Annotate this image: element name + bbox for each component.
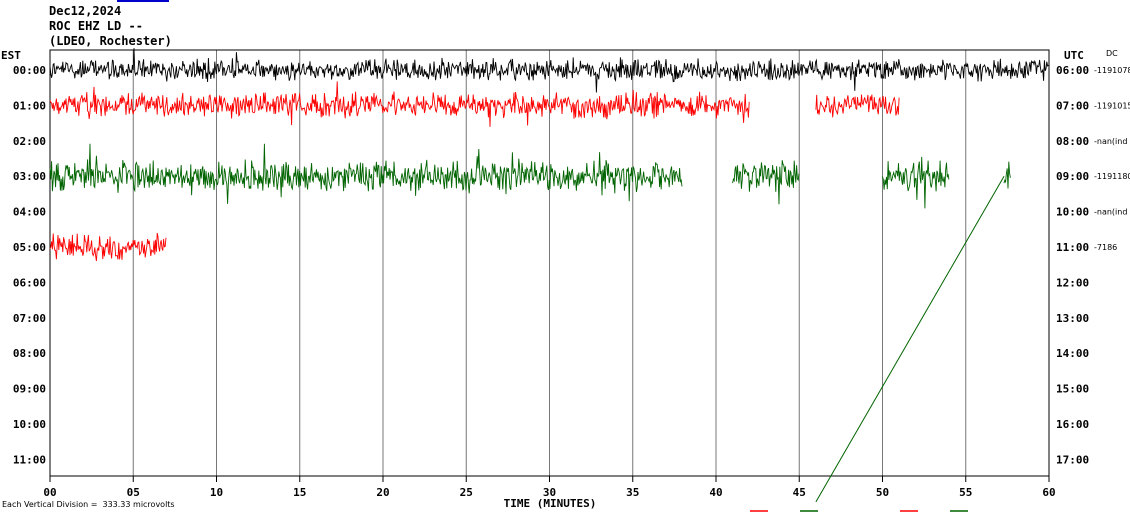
dc-offset-value: -1191180 [1094,172,1130,181]
utc-hour-label: 16:00 [1056,418,1089,431]
minute-tick-labels: 00 05 10 15 20 25 30 35 40 45 50 55 60 [43,476,1056,499]
station-network: (LDEO, Rochester) [49,34,172,48]
x-tick-label: 20 [376,486,389,499]
title-underline [117,0,169,2]
x-tick-label: 30 [543,486,556,499]
utc-hour-label: 13:00 [1056,312,1089,325]
est-hour-label: 07:00 [13,312,46,325]
est-hour-label: 01:00 [13,99,46,112]
x-tick-label: 10 [210,486,223,499]
x-tick-label: 40 [709,486,722,499]
est-hour-label: 11:00 [13,453,46,466]
seismic-trace-green [882,156,950,209]
x-tick-label: 00 [43,486,56,499]
x-tick-label: 60 [1042,486,1055,499]
dc-offset-value: -nan(ind [1094,208,1127,217]
seismic-trace-green [49,143,683,204]
est-axis-label: EST [1,49,21,62]
est-hour-label: 03:00 [13,170,46,183]
x-tick-label: 45 [793,486,806,499]
hour-tick-labels: 00:00 06:00 01:00 07:00 02:00 08:00 03:00 09:00… [13,64,1089,466]
utc-hour-label: 08:00 [1056,135,1089,148]
seismic-trace-black [49,48,1049,93]
est-hour-label: 06:00 [13,276,46,289]
utc-hour-label: 14:00 [1056,347,1089,360]
grid-lines [49,49,1050,477]
utc-hour-label: 11:00 [1056,241,1089,254]
est-hour-label: 05:00 [13,241,46,254]
seismic-trace-red [815,94,900,118]
x-tick-label: 25 [460,486,473,499]
chart-date: Dec12,2024 [49,4,122,18]
utc-hour-label: 15:00 [1056,383,1089,396]
utc-hour-label: 12:00 [1056,276,1089,289]
utc-hour-label: 06:00 [1056,64,1089,77]
dc-offset-labels: -1191078 -1191015 -nan(ind -1191180 -nan(ind… [1094,66,1130,252]
x-axis-title: TIME (MINUTES) [503,497,597,510]
est-hour-label: 04:00 [13,206,46,219]
x-tick-label: 55 [959,486,972,499]
seismic-trace-green [1003,161,1011,189]
est-hour-label: 09:00 [13,383,46,396]
dc-offset-value: -7186 [1094,243,1117,252]
dc-offset-value: -1191015 [1094,101,1130,110]
est-hour-label: 02:00 [13,135,46,148]
diagonal-trace-line [815,175,1005,503]
vertical-division-note: Each Vertical Division = 333.33 microvol… [2,500,175,509]
utc-axis-label: UTC [1064,49,1084,62]
seismic-trace-red [49,81,750,127]
seismic-traces [49,48,1049,503]
utc-hour-label: 09:00 [1056,170,1089,183]
est-hour-label: 00:00 [13,64,46,77]
dc-offset-value: -1191078 [1094,66,1130,75]
est-hour-label: 08:00 [13,347,46,360]
utc-hour-label: 07:00 [1056,99,1089,112]
seismic-trace-green [732,160,800,205]
est-hour-label: 10:00 [13,418,46,431]
station-code: ROC EHZ LD -- [49,19,143,33]
x-tick-label: 15 [293,486,306,499]
x-tick-label: 35 [626,486,639,499]
x-tick-label: 50 [876,486,889,499]
x-tick-label: 05 [127,486,140,499]
utc-hour-label: 10:00 [1056,206,1089,219]
utc-hour-label: 17:00 [1056,453,1089,466]
dc-offset-value: -nan(ind [1094,137,1127,146]
dc-column-label: DC [1106,49,1118,58]
seismic-trace-red [49,232,167,262]
